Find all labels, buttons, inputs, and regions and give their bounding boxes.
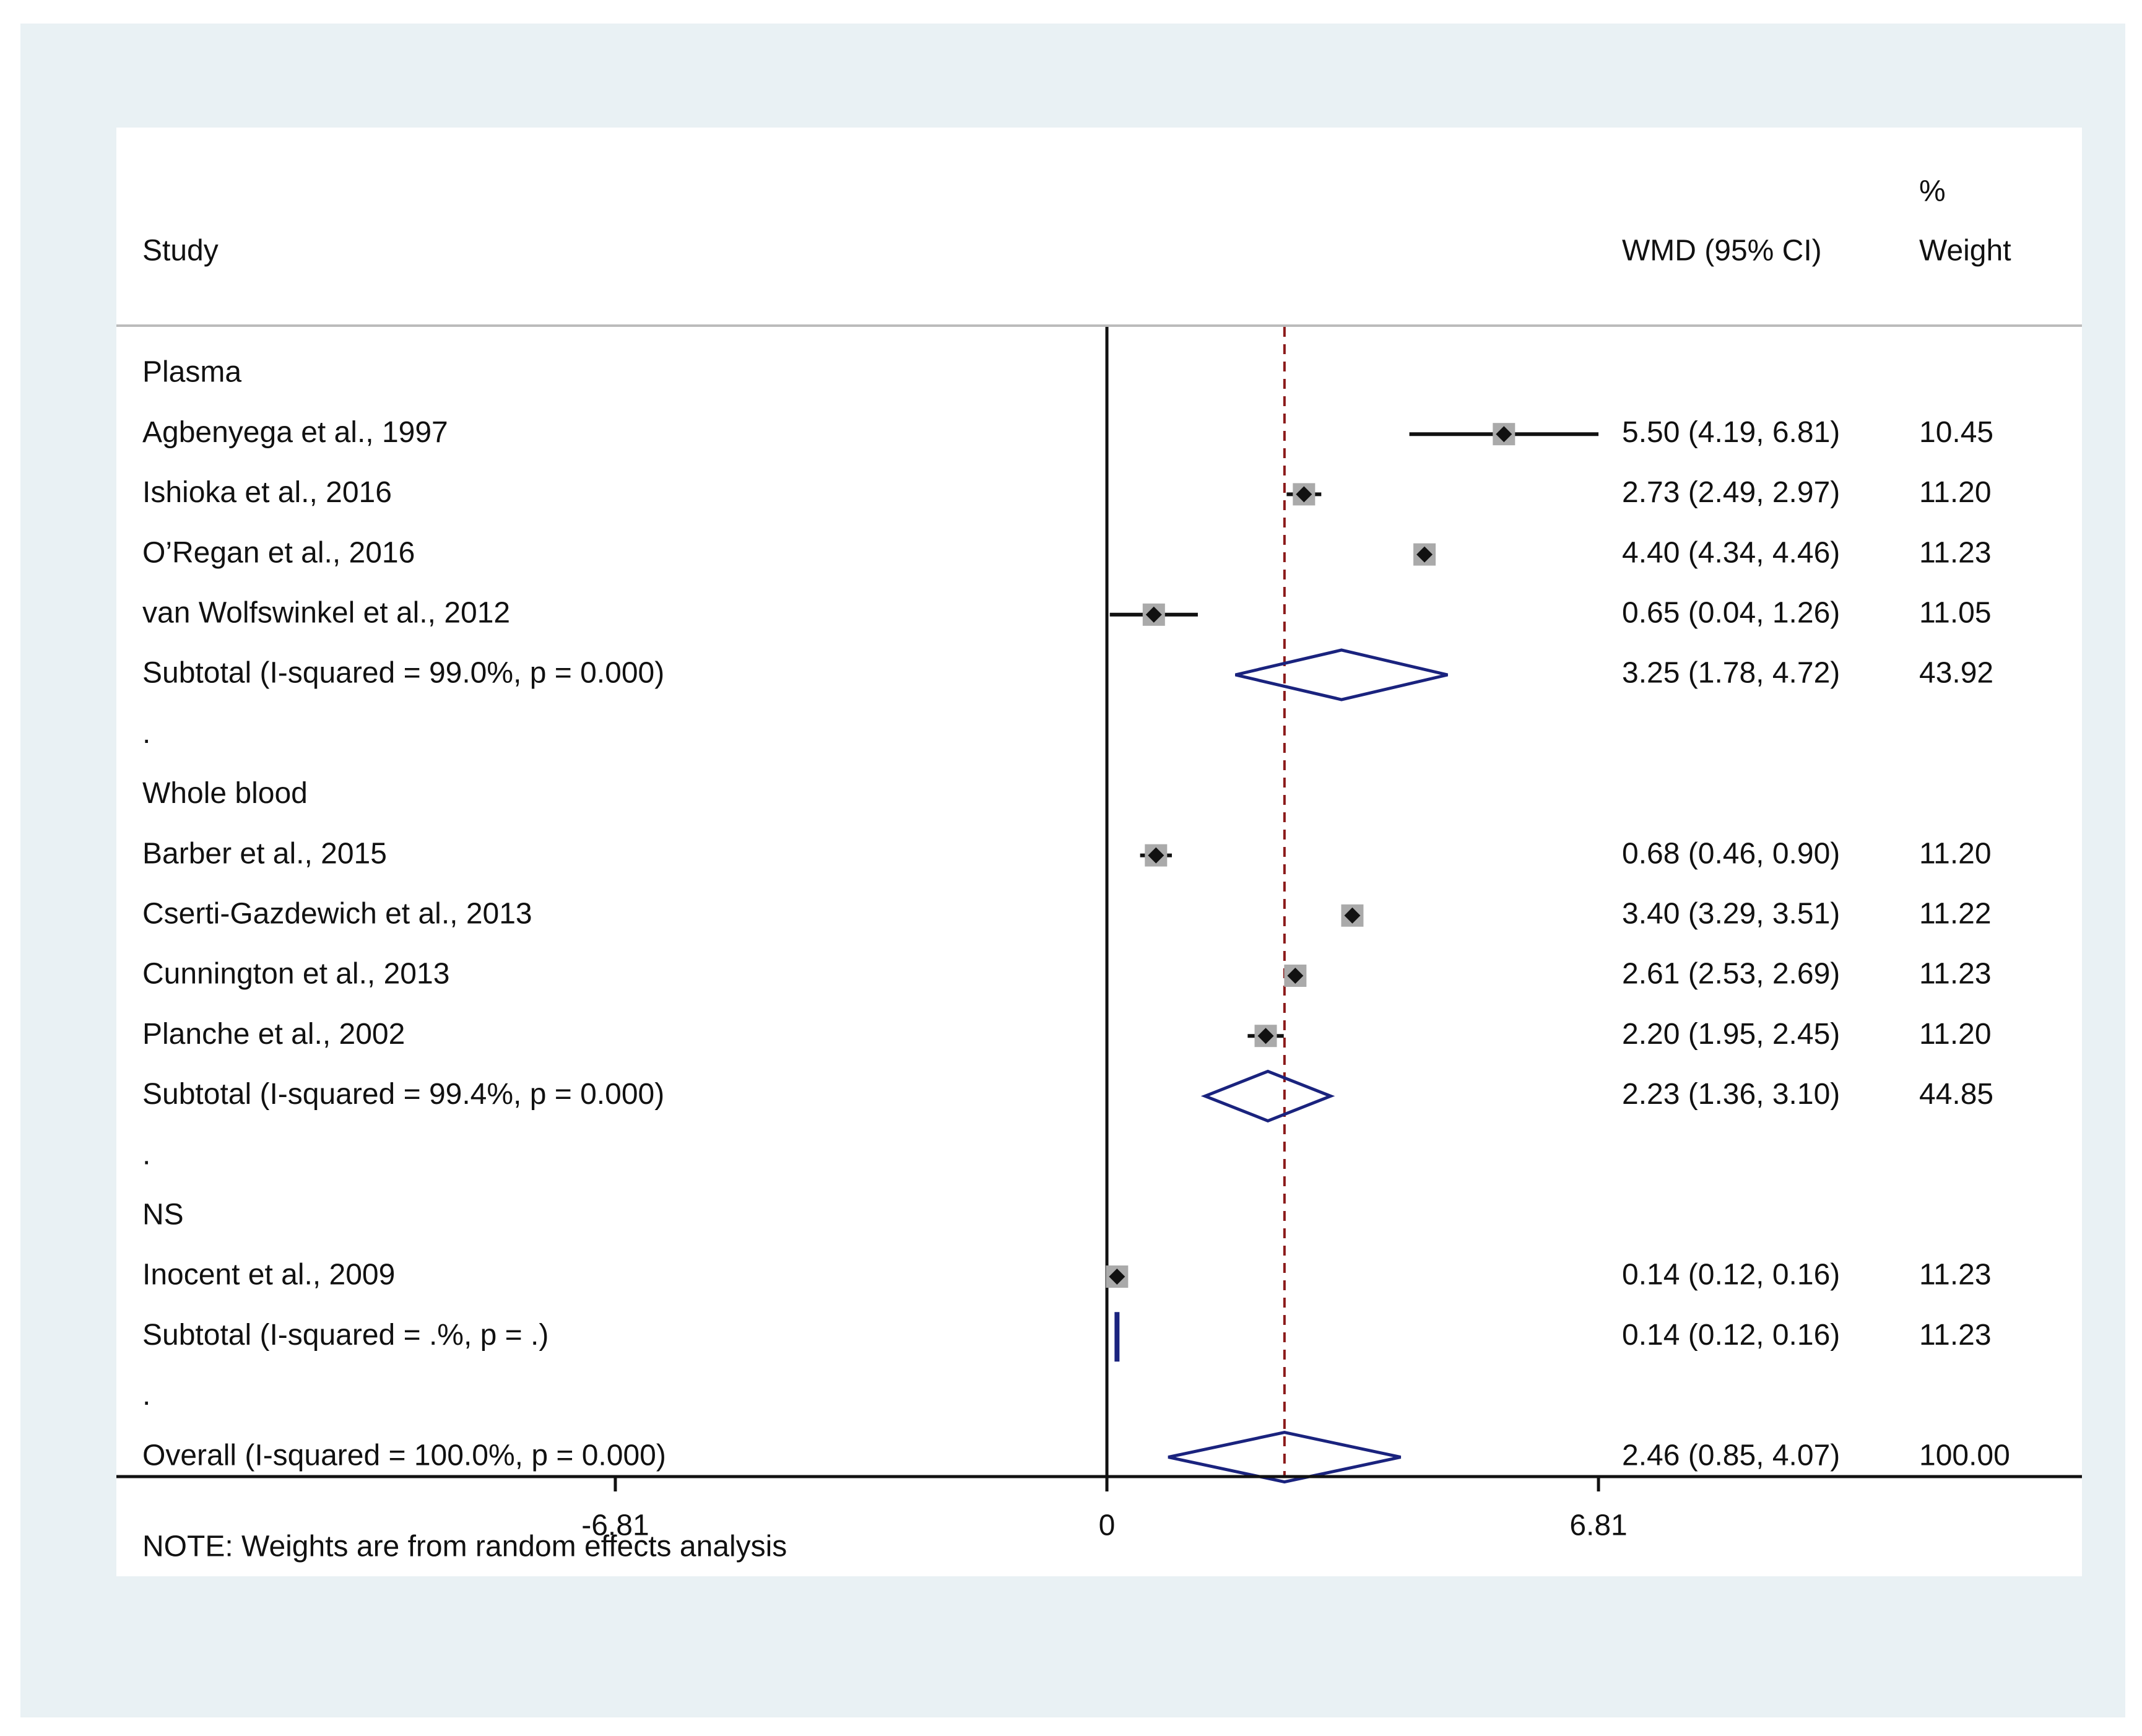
study-weight: 11.05 (1919, 596, 1992, 629)
header-wmd-ci: WMD (95% CI) (1622, 235, 1822, 267)
subtotal-diamond (1234, 648, 1448, 701)
study-ci-text: 0.14 (0.12, 0.16) (1622, 1259, 1840, 1291)
subtotal-diamond (1200, 1069, 1335, 1123)
point-estimate (1287, 968, 1304, 984)
chart-frame: % Study WMD (95% CI) Weight Plasma Agbenyega … (20, 24, 2125, 1717)
study-ci-text: 2.61 (2.53, 2.69) (1622, 958, 1840, 991)
header-study: Study (142, 235, 219, 267)
subtotal-label: Subtotal (I-squared = 99.4%, p = 0.000) (142, 1078, 664, 1111)
study-weight: 11.20 (1919, 476, 1992, 509)
group-label: Whole blood (142, 777, 308, 810)
study-label: Barber et al., 2015 (142, 837, 387, 870)
point-estimate (1109, 1269, 1125, 1285)
point-estimate (1145, 606, 1162, 623)
point-estimate (1344, 907, 1361, 924)
study-ci-text: 0.65 (0.04, 1.26) (1622, 596, 1840, 629)
study-label: Agbenyega et al., 1997 (142, 416, 448, 449)
study-weight: 11.23 (1919, 1259, 1992, 1291)
overall-diamond (1168, 1431, 1402, 1484)
point-estimate (1496, 426, 1512, 443)
study-weight: 10.45 (1919, 416, 1993, 449)
overall-weight: 100.00 (1919, 1439, 2010, 1472)
x-tick-label: 6.81 (1569, 1509, 1627, 1542)
subtotal-weight: 43.92 (1919, 657, 1993, 690)
point-estimate (1148, 847, 1164, 864)
study-weight: 11.22 (1919, 897, 1992, 930)
subtotal-weight: 44.85 (1919, 1078, 1993, 1111)
group-separator: . (142, 1138, 150, 1171)
study-ci-text: 2.73 (2.49, 2.97) (1622, 476, 1840, 509)
study-ci-text: 5.50 (4.19, 6.81) (1622, 416, 1840, 449)
forest-plot: % Study WMD (95% CI) Weight Plasma Agbenyega … (116, 175, 2082, 1563)
study-ci-text: 0.68 (0.46, 0.90) (1622, 837, 1840, 870)
study-weight: 11.20 (1919, 837, 1992, 870)
header-weight: Weight (1919, 235, 2011, 267)
overall-ci-text: 2.46 (0.85, 4.07) (1622, 1439, 1840, 1472)
point-estimate (1296, 486, 1312, 503)
study-label: Inocent et al., 2009 (142, 1259, 395, 1291)
group-label: NS (142, 1198, 184, 1231)
study-ci-text: 4.40 (4.34, 4.46) (1622, 536, 1840, 569)
group-separator: . (142, 717, 150, 750)
point-estimate (1416, 546, 1433, 563)
study-label: Planche et al., 2002 (142, 1018, 405, 1051)
study-weight: 11.20 (1919, 1018, 1992, 1051)
group-label: Plasma (142, 356, 241, 389)
study-ci-text: 2.20 (1.95, 2.45) (1622, 1018, 1840, 1051)
study-label: Cunnington et al., 2013 (142, 958, 449, 991)
study-label: Ishioka et al., 2016 (142, 476, 392, 509)
study-label: O’Regan et al., 2016 (142, 536, 415, 569)
overall-label: Overall (I-squared = 100.0%, p = 0.000) (142, 1439, 666, 1472)
group-separator: . (142, 1379, 150, 1412)
subtotal-label: Subtotal (I-squared = .%, p = .) (142, 1319, 549, 1352)
subtotal-ci-text: 3.25 (1.78, 4.72) (1622, 657, 1840, 690)
study-label: Cserti-Gazdewich et al., 2013 (142, 897, 532, 930)
study-ci-text: 3.40 (3.29, 3.51) (1622, 897, 1840, 930)
study-weight: 11.23 (1919, 958, 1992, 991)
subtotal-label: Subtotal (I-squared = 99.0%, p = 0.000) (142, 657, 664, 690)
x-tick-label: -6.81 (581, 1509, 649, 1542)
study-label: van Wolfswinkel et al., 2012 (142, 596, 510, 629)
subtotal-weight: 11.23 (1919, 1319, 1992, 1352)
point-estimate (1257, 1028, 1274, 1044)
plot-area: % Study WMD (95% CI) Weight Plasma Agbenyega … (116, 128, 2082, 1576)
study-weight: 11.23 (1919, 536, 1992, 569)
header-weight-percent: % (1919, 175, 1946, 208)
x-tick-label: 0 (1099, 1509, 1116, 1542)
weights-note: NOTE: Weights are from random effects an… (142, 1530, 787, 1563)
subtotal-ci-text: 2.23 (1.36, 3.10) (1622, 1078, 1840, 1111)
subtotal-ci-text: 0.14 (0.12, 0.16) (1622, 1319, 1840, 1352)
